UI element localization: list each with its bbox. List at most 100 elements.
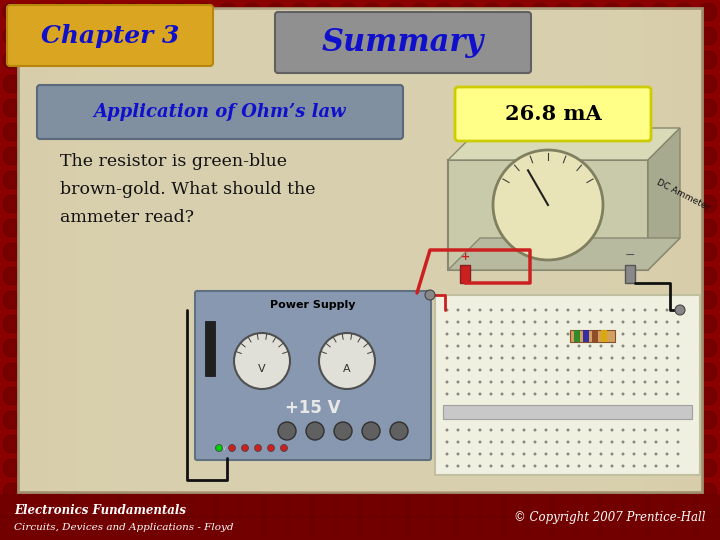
Circle shape xyxy=(243,195,261,213)
Circle shape xyxy=(490,368,492,372)
Circle shape xyxy=(627,507,645,525)
Bar xyxy=(120,495,144,517)
Circle shape xyxy=(654,356,657,360)
Circle shape xyxy=(147,291,165,309)
Circle shape xyxy=(567,429,570,431)
Circle shape xyxy=(291,219,309,237)
Circle shape xyxy=(611,368,613,372)
Circle shape xyxy=(411,315,429,333)
Circle shape xyxy=(579,363,597,381)
Circle shape xyxy=(75,339,93,357)
Circle shape xyxy=(611,345,613,348)
Circle shape xyxy=(195,3,213,21)
Circle shape xyxy=(467,356,470,360)
Circle shape xyxy=(699,75,717,93)
Bar xyxy=(601,330,607,342)
Circle shape xyxy=(291,411,309,429)
Circle shape xyxy=(27,51,45,69)
Circle shape xyxy=(387,411,405,429)
Circle shape xyxy=(544,368,547,372)
Circle shape xyxy=(603,219,621,237)
Circle shape xyxy=(75,27,93,45)
Circle shape xyxy=(654,429,657,431)
Circle shape xyxy=(411,147,429,165)
Circle shape xyxy=(644,453,647,456)
Circle shape xyxy=(27,363,45,381)
Bar xyxy=(205,321,215,376)
Circle shape xyxy=(315,99,333,117)
Circle shape xyxy=(644,381,647,383)
Circle shape xyxy=(600,308,603,312)
Circle shape xyxy=(75,171,93,189)
Circle shape xyxy=(446,368,449,372)
Bar xyxy=(360,517,384,539)
Circle shape xyxy=(411,171,429,189)
Circle shape xyxy=(579,291,597,309)
Circle shape xyxy=(699,339,717,357)
Circle shape xyxy=(677,393,680,395)
Circle shape xyxy=(267,483,285,501)
Circle shape xyxy=(456,441,459,443)
Circle shape xyxy=(411,339,429,357)
Circle shape xyxy=(315,435,333,453)
Circle shape xyxy=(315,483,333,501)
Circle shape xyxy=(3,291,21,309)
Circle shape xyxy=(291,243,309,261)
Circle shape xyxy=(677,345,680,348)
Circle shape xyxy=(654,441,657,443)
Circle shape xyxy=(147,363,165,381)
Circle shape xyxy=(507,435,525,453)
Circle shape xyxy=(665,333,668,335)
Circle shape xyxy=(459,219,477,237)
Circle shape xyxy=(363,99,381,117)
Circle shape xyxy=(435,435,453,453)
Circle shape xyxy=(243,243,261,261)
Text: +: + xyxy=(460,252,469,262)
Circle shape xyxy=(500,453,503,456)
Circle shape xyxy=(490,308,492,312)
Circle shape xyxy=(603,195,621,213)
Circle shape xyxy=(523,429,526,431)
Circle shape xyxy=(123,315,141,333)
Circle shape xyxy=(467,333,470,335)
Circle shape xyxy=(267,171,285,189)
Circle shape xyxy=(483,219,501,237)
Circle shape xyxy=(632,441,636,443)
Circle shape xyxy=(291,267,309,285)
Circle shape xyxy=(171,219,189,237)
FancyBboxPatch shape xyxy=(7,5,213,66)
Circle shape xyxy=(446,345,449,348)
Circle shape xyxy=(675,483,693,501)
Circle shape xyxy=(411,3,429,21)
Circle shape xyxy=(267,507,285,525)
Circle shape xyxy=(675,27,693,45)
Circle shape xyxy=(219,387,237,405)
Bar xyxy=(120,517,144,539)
Circle shape xyxy=(479,321,482,323)
Circle shape xyxy=(387,147,405,165)
Circle shape xyxy=(315,171,333,189)
Circle shape xyxy=(291,387,309,405)
Circle shape xyxy=(446,321,449,323)
Circle shape xyxy=(675,171,693,189)
Circle shape xyxy=(675,339,693,357)
Circle shape xyxy=(555,291,573,309)
Circle shape xyxy=(627,75,645,93)
Circle shape xyxy=(411,75,429,93)
Circle shape xyxy=(315,3,333,21)
Circle shape xyxy=(654,464,657,468)
Circle shape xyxy=(556,368,559,372)
Circle shape xyxy=(339,291,357,309)
Circle shape xyxy=(291,483,309,501)
Circle shape xyxy=(459,3,477,21)
Circle shape xyxy=(699,171,717,189)
Circle shape xyxy=(603,75,621,93)
Circle shape xyxy=(531,75,549,93)
Circle shape xyxy=(556,333,559,335)
Circle shape xyxy=(531,387,549,405)
Circle shape xyxy=(490,429,492,431)
Bar xyxy=(360,495,384,517)
Circle shape xyxy=(387,387,405,405)
Bar xyxy=(480,495,504,517)
Circle shape xyxy=(51,459,69,477)
